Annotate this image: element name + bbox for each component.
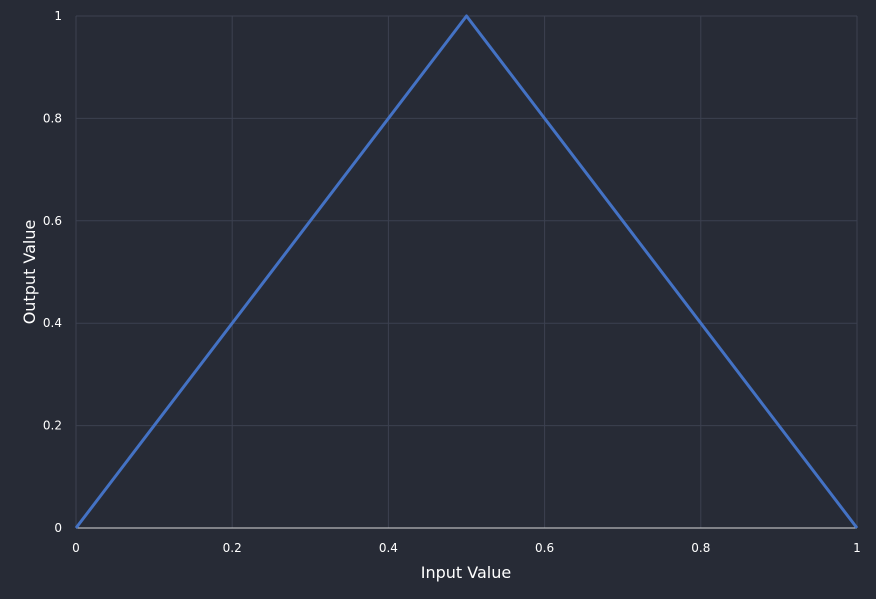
x-tick-label: 0.2 [223, 541, 242, 555]
x-axis-title: Input Value [421, 563, 511, 582]
y-tick-label: 0.6 [43, 214, 62, 228]
x-tick-label: 0.8 [691, 541, 710, 555]
y-tick-label: 0 [54, 521, 62, 535]
x-tick-label: 0 [72, 541, 80, 555]
y-tick-label: 0.4 [43, 316, 62, 330]
data-line [74, 14, 859, 529]
y-tick-label: 0.8 [43, 111, 62, 125]
y-axis-title: Output Value [20, 220, 39, 325]
x-tick-label: 0.4 [379, 541, 398, 555]
y-tick-label: 0.2 [43, 419, 62, 433]
x-tick-label: 0.6 [535, 541, 554, 555]
x-tick-label: 1 [853, 541, 861, 555]
y-tick-label: 1 [54, 9, 62, 23]
